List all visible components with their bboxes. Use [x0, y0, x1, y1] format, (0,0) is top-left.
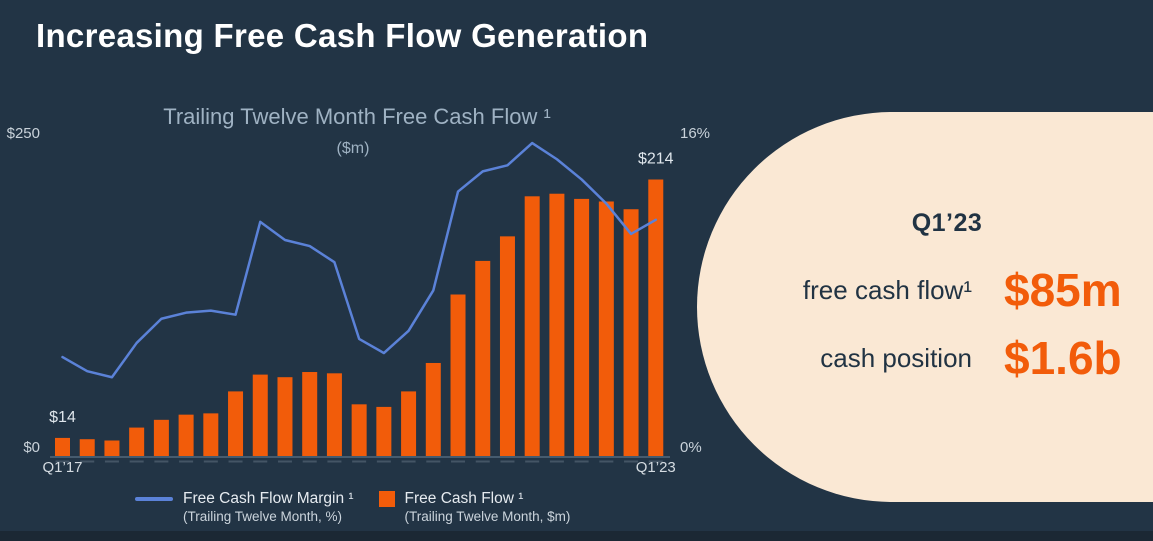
legend-item-fcf: Free Cash Flow ¹ (Trailing Twelve Month,…	[378, 490, 571, 525]
free-cash-flow-chart: $250 $0 16% 0% Q1’17 Q1’23 $14 $214	[7, 125, 710, 476]
x-tick	[549, 460, 564, 463]
legend-sublabel-margin: (Trailing Twelve Month, %)	[183, 508, 343, 524]
fcf-bar-Q3’18	[203, 413, 219, 456]
x-tick	[179, 460, 194, 463]
x-tick	[129, 460, 144, 463]
fcf-bar-Q1’23	[648, 179, 664, 456]
legend-label-margin: Free Cash Flow Margin ¹	[183, 490, 354, 507]
right-axis-max-label: 16%	[680, 125, 710, 142]
x-tick	[327, 460, 342, 463]
fcf-bar-Q3’22	[598, 201, 614, 456]
margin-line	[61, 141, 658, 379]
fcf-bar-Q3’19	[302, 372, 318, 456]
slide-title: Increasing Free Cash Flow Generation	[36, 17, 649, 54]
fcf-bar-Q3’17	[104, 440, 120, 456]
fcf-bar-Q1’22	[549, 193, 565, 456]
footer-strip	[0, 531, 1153, 541]
bar-swatch-icon	[378, 491, 395, 507]
x-tick	[525, 460, 540, 463]
x-tick	[104, 460, 119, 463]
left-axis-min-label: $0	[23, 439, 40, 456]
x-tick	[426, 460, 441, 463]
fcf-bar-Q2’17	[79, 439, 95, 456]
chart-legend: Free Cash Flow Margin ¹ (Trailing Twelve…	[135, 490, 570, 525]
x-tick	[624, 460, 639, 463]
fcf-bar-Q4’18	[228, 391, 244, 456]
x-tick	[277, 460, 292, 463]
callout-period: Q1’23	[911, 209, 983, 237]
fcf-bar-Q4’21	[524, 196, 540, 457]
x-tick	[80, 460, 95, 463]
fcf-bar-Q2’21	[475, 260, 491, 456]
right-axis-min-label: 0%	[680, 439, 702, 456]
x-tick	[352, 460, 367, 463]
bar-annotation-Q1’23: $214	[638, 151, 674, 168]
x-tick	[253, 460, 268, 463]
chart-subtitle: ($m)	[336, 140, 370, 157]
fcf-bar-Q2’20	[376, 406, 392, 456]
fcf-bar-Q4’19	[326, 373, 342, 456]
fcf-bar-Q2’18	[178, 414, 194, 456]
callout-value-fcf: $85m	[1004, 264, 1122, 316]
bar-annotation-Q1’17: $14	[49, 409, 76, 426]
fcf-bar-Q3’21	[499, 236, 515, 456]
x-tick	[648, 460, 663, 463]
x-tick	[55, 460, 70, 463]
fcf-bar-Q1’20	[351, 404, 367, 456]
fcf-bar-Q1’18	[153, 419, 169, 456]
legend-sublabel-fcf: (Trailing Twelve Month, $m)	[404, 508, 571, 524]
x-tick	[302, 460, 317, 463]
line-swatch-icon	[135, 497, 173, 501]
legend-label-fcf: Free Cash Flow ¹	[404, 490, 524, 507]
x-tick	[500, 460, 515, 463]
chart-title: Trailing Twelve Month Free Cash Flow ¹	[163, 104, 551, 129]
x-tick	[451, 460, 466, 463]
callout-value-cash: $1.6b	[1004, 332, 1122, 384]
x-tick	[574, 460, 589, 463]
x-tick	[599, 460, 614, 463]
x-tick	[376, 460, 391, 463]
x-label-first: Q1’17	[42, 459, 82, 476]
x-tick	[228, 460, 243, 463]
callout-label-cash: cash position	[820, 343, 972, 373]
fcf-bar-Q1’21	[450, 294, 466, 456]
fcf-bar-Q1’17	[55, 437, 70, 456]
callout-panel: Q1’23 free cash flow¹ $85m cash position…	[697, 112, 1153, 502]
x-label-last: Q1’23	[636, 459, 676, 476]
x-tick	[203, 460, 218, 463]
x-tick	[154, 460, 169, 463]
x-tick	[401, 460, 416, 463]
legend-item-margin: Free Cash Flow Margin ¹ (Trailing Twelve…	[135, 490, 354, 525]
callout-label-fcf: free cash flow¹	[802, 275, 972, 305]
fcf-bar-Q4’22	[623, 209, 639, 456]
x-tick	[475, 460, 490, 463]
fcf-bar-Q2’22	[574, 198, 590, 456]
fcf-bar-Q4’20	[425, 362, 441, 456]
left-axis-max-label: $250	[7, 125, 40, 142]
fcf-bar-Q3’20	[401, 391, 417, 456]
fcf-bar-Q1’19	[252, 374, 268, 456]
fcf-bar-Q4’17	[129, 427, 145, 456]
fcf-bar-Q2’19	[277, 377, 293, 456]
